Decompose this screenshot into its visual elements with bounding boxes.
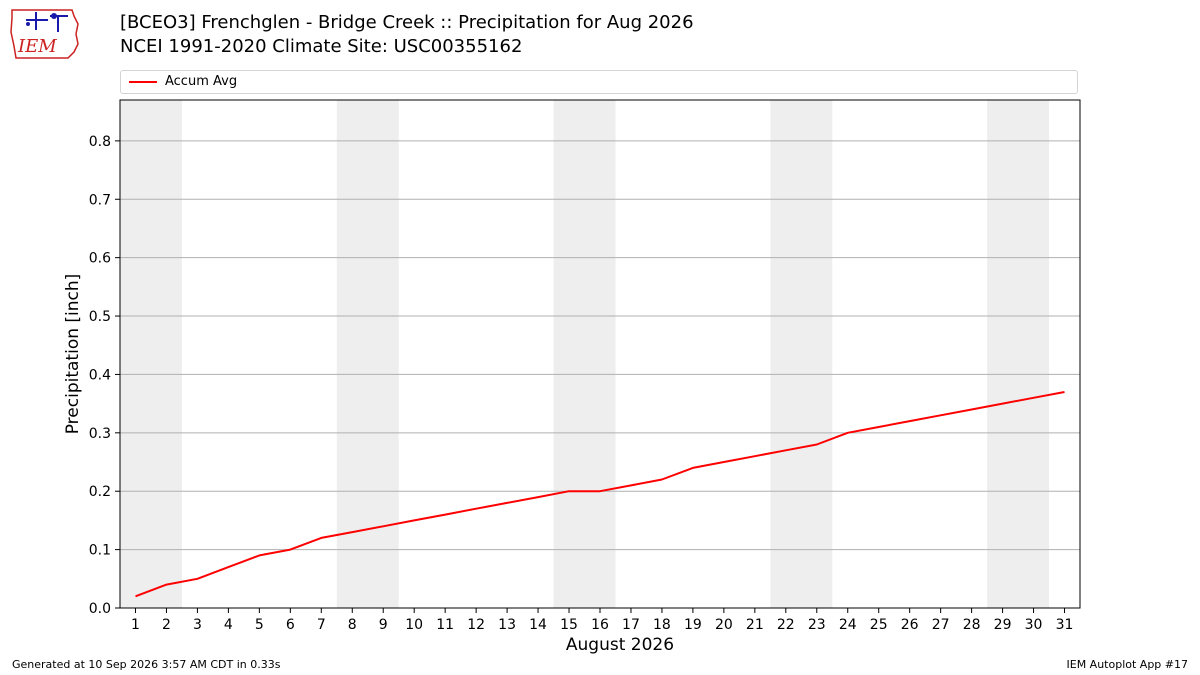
x-tick-label: 9 — [379, 617, 388, 633]
x-tick-label: 11 — [436, 617, 454, 633]
legend: Accum Avg — [120, 70, 1078, 94]
svg-text:IEM: IEM — [17, 36, 57, 57]
x-tick-label: 18 — [653, 617, 671, 633]
x-tick-label: 23 — [808, 617, 826, 633]
y-tick-label: 0.7 — [89, 192, 111, 208]
app-label: IEM Autoplot App #17 — [1066, 658, 1189, 671]
x-axis-label: August 2026 — [566, 635, 674, 655]
weekend-band-1 — [336, 100, 399, 608]
x-tick-label: 15 — [560, 617, 578, 633]
x-tick-label: 7 — [317, 617, 326, 633]
x-tick-label: 20 — [715, 617, 733, 633]
y-tick-label: 0.2 — [89, 484, 111, 500]
x-tick-label: 4 — [224, 617, 233, 633]
generated-timestamp: Generated at 10 Sep 2026 3:57 AM CDT in … — [12, 658, 281, 671]
plot-frame — [119, 99, 1081, 609]
weekend-band-4 — [987, 100, 1050, 608]
weekend-band-0 — [120, 100, 182, 608]
x-tick-label: 13 — [498, 617, 516, 633]
x-tick-label: 8 — [348, 617, 357, 633]
x-tick-label: 27 — [932, 617, 950, 633]
legend-label-accum-avg: Accum Avg — [165, 74, 238, 89]
x-tick-label: 3 — [193, 617, 202, 633]
x-tick-label: 6 — [286, 617, 295, 633]
x-tick-label: 12 — [467, 617, 485, 633]
y-tick-label: 0.4 — [89, 367, 111, 383]
x-tick-label: 2 — [162, 617, 171, 633]
x-tick-label: 17 — [622, 617, 640, 633]
y-tick-label: 0.0 — [89, 601, 111, 617]
chart-subtitle: NCEI 1991-2020 Climate Site: USC00355162 — [120, 36, 523, 57]
y-tick-label: 0.8 — [89, 134, 111, 150]
x-tick-label: 29 — [994, 617, 1012, 633]
x-tick-label: 21 — [746, 617, 764, 633]
weekend-band-2 — [553, 100, 616, 608]
iem-logo: IEM — [10, 9, 79, 59]
y-tick-label: 0.1 — [89, 543, 111, 559]
y-axis-label: Precipitation [inch] — [63, 274, 83, 435]
x-tick-label: 5 — [255, 617, 264, 633]
x-tick-label: 25 — [870, 617, 888, 633]
x-tick-label: 30 — [1025, 617, 1043, 633]
x-tick-label: 16 — [591, 617, 609, 633]
x-tick-label: 31 — [1056, 617, 1074, 633]
x-tick-label: 28 — [963, 617, 981, 633]
y-tick-label: 0.3 — [89, 426, 111, 442]
x-tick-label: 1 — [131, 617, 140, 633]
x-tick-label: 26 — [901, 617, 919, 633]
x-tick-label: 24 — [839, 617, 857, 633]
x-tick-label: 22 — [777, 617, 795, 633]
x-tick-label: 10 — [405, 617, 423, 633]
weekend-band-3 — [770, 100, 833, 608]
y-tick-label: 0.5 — [89, 309, 111, 325]
series-line-0 — [135, 391, 1065, 598]
y-tick-label: 0.6 — [89, 251, 111, 267]
chart-title: [BCEO3] Frenchglen - Bridge Creek :: Pre… — [120, 12, 694, 33]
x-tick-label: 14 — [529, 617, 547, 633]
iowa-outline-icon — [10, 9, 79, 59]
x-tick-label: 19 — [684, 617, 702, 633]
legend-swatch — [129, 81, 157, 83]
